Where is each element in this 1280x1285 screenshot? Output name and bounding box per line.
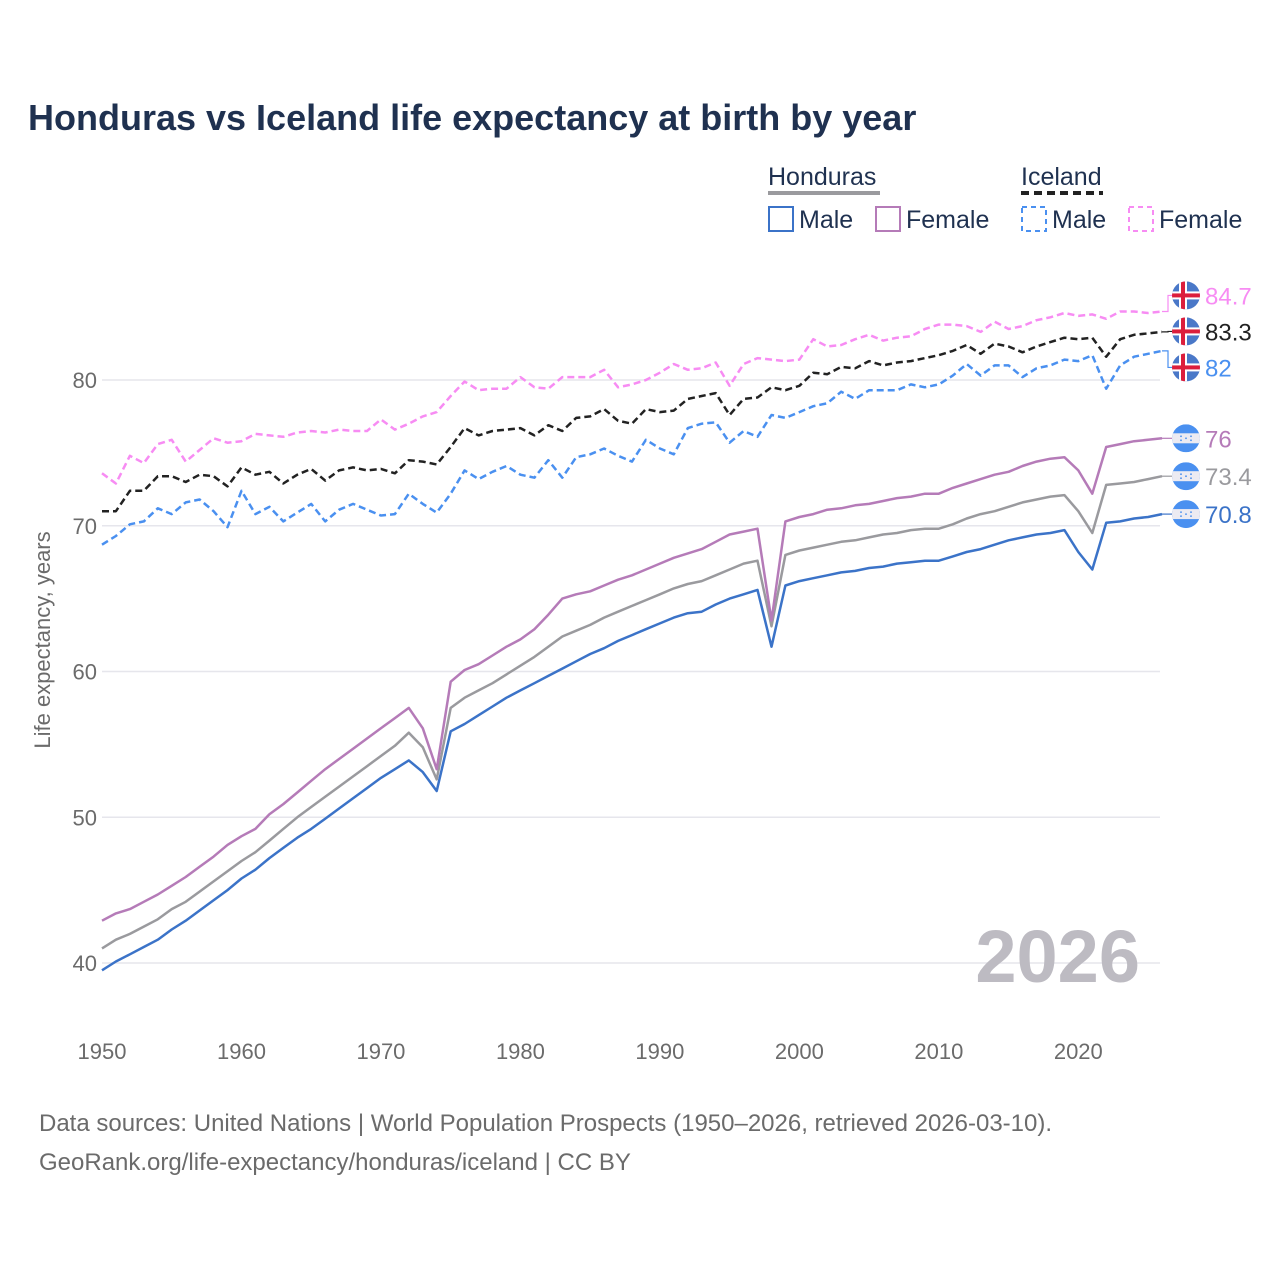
y-tick-label: 50	[73, 805, 97, 830]
end-value-label: 83.3	[1205, 319, 1252, 346]
legend-honduras-female-swatch	[876, 207, 900, 231]
honduras-flag-icon	[1172, 462, 1200, 490]
legend-group-iceland: Iceland	[1021, 163, 1102, 191]
x-tick-label: 1980	[496, 1039, 545, 1064]
y-tick-label: 80	[73, 368, 97, 393]
y-tick-label: 40	[73, 951, 97, 976]
x-tick-label: 2000	[775, 1039, 824, 1064]
legend-iceland-male-swatch	[1022, 207, 1046, 231]
series-lines	[102, 312, 1162, 971]
series-line-honduras-total	[102, 476, 1162, 948]
chart-title: Honduras vs Iceland life expectancy at b…	[28, 97, 916, 138]
x-tick-label: 1970	[356, 1039, 405, 1064]
y-tick-label: 60	[73, 660, 97, 685]
legend: Honduras Male Female Iceland Male Female	[768, 163, 1242, 234]
legend-honduras-female-label: Female	[906, 206, 989, 234]
series-line-iceland-female	[102, 312, 1162, 484]
legend-honduras-male-label: Male	[799, 206, 853, 234]
legend-iceland-male-label: Male	[1052, 206, 1106, 234]
iceland-flag-icon	[1172, 281, 1200, 309]
series-line-honduras-male	[102, 514, 1162, 970]
legend-honduras-male-swatch	[769, 207, 793, 231]
end-value-label: 84.7	[1205, 283, 1252, 310]
end-value-label: 70.8	[1205, 502, 1252, 529]
x-tick-label: 1950	[78, 1039, 127, 1064]
iceland-flag-icon	[1172, 317, 1200, 345]
gridlines	[102, 380, 1160, 963]
x-tick-label: 1960	[217, 1039, 266, 1064]
honduras-flag-icon	[1172, 500, 1200, 528]
y-axis-label: Life expectancy, years	[30, 531, 55, 748]
footer-url[interactable]: GeoRank.org/life-expectancy/honduras/ice…	[39, 1149, 631, 1176]
x-tick-label: 2020	[1054, 1039, 1103, 1064]
legend-iceland-female-label: Female	[1159, 206, 1242, 234]
label-connector	[1162, 295, 1172, 311]
x-tick-label: 1990	[635, 1039, 684, 1064]
label-connector	[1162, 351, 1172, 368]
x-axis-ticks: 1950 1960 1970 1980 1990 2000 2010 2020	[78, 1039, 1103, 1064]
y-axis-ticks: 40 50 60 70 80	[73, 368, 97, 976]
year-watermark: 2026	[975, 915, 1140, 998]
iceland-flag-icon	[1172, 353, 1200, 381]
x-tick-label: 2010	[914, 1039, 963, 1064]
end-value-label: 73.4	[1205, 464, 1252, 491]
honduras-flag-icon	[1172, 424, 1200, 452]
end-value-label: 82	[1205, 355, 1232, 382]
legend-iceland-female-swatch	[1129, 207, 1153, 231]
footer-sources: Data sources: United Nations | World Pop…	[39, 1110, 1052, 1137]
legend-group-honduras: Honduras	[768, 163, 876, 191]
end-value-label: 76	[1205, 426, 1232, 453]
end-labels: 84.7 83.3 82 76 73.4 70.8	[1162, 281, 1252, 529]
series-line-iceland-total	[102, 332, 1162, 511]
y-tick-label: 70	[73, 514, 97, 539]
